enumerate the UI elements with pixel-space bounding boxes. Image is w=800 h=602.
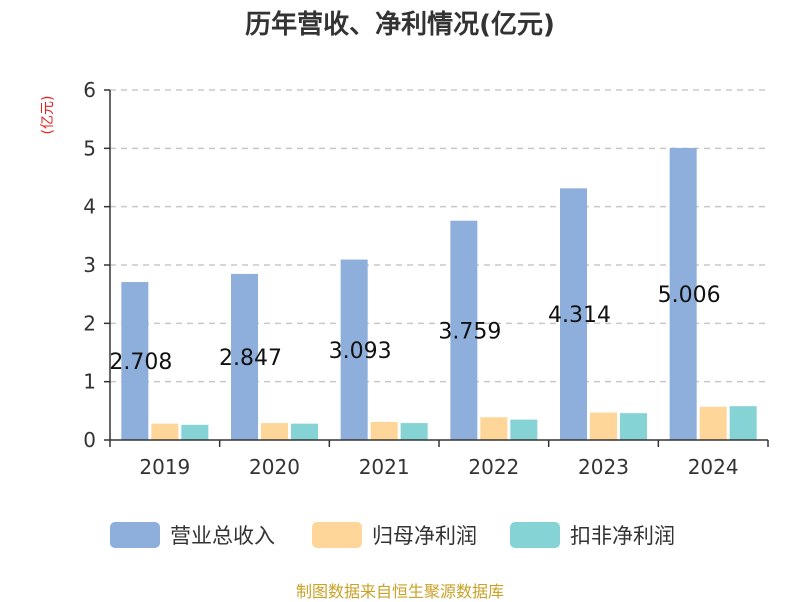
bar-营业总收入-2021 — [340, 259, 368, 440]
chart-title: 历年营收、净利情况(亿元) — [245, 10, 555, 40]
bar-扣非净利润-2022 — [510, 419, 538, 440]
y-tick-label: 3 — [83, 253, 96, 277]
bar-营业总收入-2023 — [560, 188, 587, 440]
bar-归母净利润-2023 — [590, 412, 617, 440]
bar-营业总收入-2020 — [231, 273, 258, 440]
legend-swatch — [110, 522, 160, 548]
legend[interactable]: 营业总收入 归母净利润 扣非净利润 — [110, 522, 675, 548]
bar-归母净利润-2024 — [699, 406, 727, 440]
legend-label: 扣非净利润 — [570, 524, 675, 548]
bar-营业总收入-2024 — [669, 147, 697, 440]
x-tick-label: 2019 — [139, 455, 190, 479]
bar-扣非净利润-2019 — [181, 424, 209, 440]
y-tick-label: 1 — [83, 370, 96, 394]
bar-归母净利润-2021 — [370, 421, 398, 440]
source-note: 制图数据来自恒生聚源数据库 — [295, 582, 504, 601]
x-tick-label: 2021 — [359, 455, 410, 479]
bar-营业总收入-2019 — [121, 282, 149, 440]
y-tick-label: 6 — [83, 78, 96, 102]
data-label: 3.093 — [329, 339, 392, 364]
bar-扣非净利润-2020 — [291, 423, 318, 440]
bar-扣非净利润-2021 — [400, 423, 428, 440]
legend-label: 营业总收入 — [170, 524, 275, 548]
x-tick-label: 2022 — [468, 455, 519, 479]
x-tick-label: 2024 — [688, 455, 739, 479]
bar-归母净利润-2020 — [261, 423, 288, 440]
y-tick-label: 5 — [83, 136, 96, 160]
bar-营业总收入-2022 — [450, 220, 478, 440]
legend-swatch — [312, 522, 362, 548]
bars — [121, 147, 757, 440]
x-tick-label: 2023 — [578, 455, 629, 479]
legend-item[interactable]: 扣非净利润 — [510, 522, 675, 548]
data-label: 3.759 — [438, 319, 501, 344]
legend-item[interactable]: 归母净利润 — [312, 522, 477, 548]
legend-item[interactable]: 营业总收入 — [110, 522, 275, 548]
bar-扣非净利润-2023 — [620, 413, 647, 440]
data-labels: 2.708 2.847 3.093 3.759 4.314 5.006 — [109, 283, 720, 375]
bar-扣非净利润-2024 — [729, 406, 757, 440]
data-label: 5.006 — [658, 283, 721, 308]
legend-label: 归母净利润 — [372, 524, 477, 548]
legend-swatch — [510, 522, 560, 548]
y-tick-label: 2 — [83, 311, 96, 335]
y-tick-label: 0 — [83, 428, 96, 452]
axes: 0 1 2 3 4 5 6 (亿元) 2019 2020 2021 2022 2023 2024 — [40, 78, 769, 479]
x-tick-label: 2020 — [249, 455, 300, 479]
y-axis-label: (亿元) — [40, 96, 56, 135]
bar-归母净利润-2022 — [480, 417, 508, 440]
data-label: 2.708 — [109, 350, 172, 375]
bar-归母净利润-2019 — [151, 423, 179, 440]
y-tick-label: 4 — [83, 195, 96, 219]
data-label: 4.314 — [548, 303, 611, 328]
data-label: 2.847 — [219, 346, 282, 371]
